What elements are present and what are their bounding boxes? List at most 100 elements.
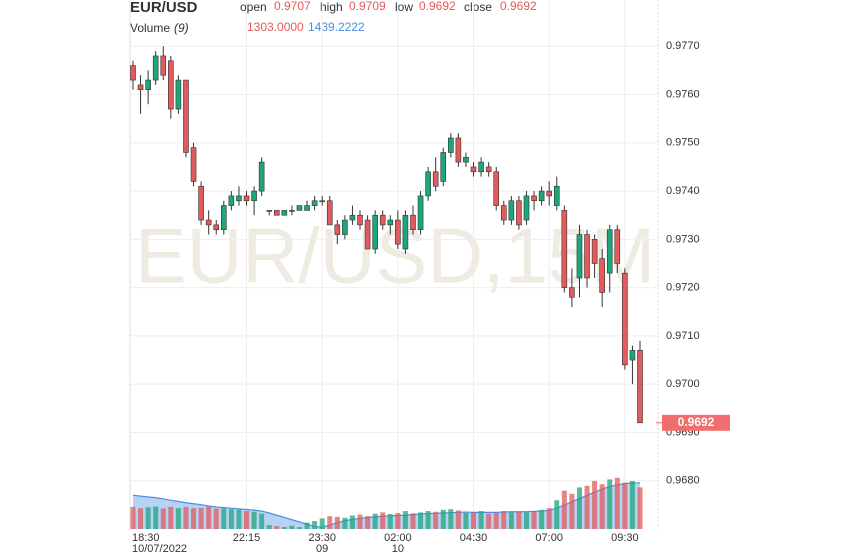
candle-body xyxy=(584,234,590,279)
volume-bar xyxy=(228,509,234,529)
candle-body xyxy=(561,210,568,288)
header-field-label: open xyxy=(240,0,267,14)
volume-bar xyxy=(130,506,136,529)
candle-body xyxy=(629,350,636,361)
candle-body xyxy=(198,185,204,221)
header-field-value: 0.9709 xyxy=(349,0,386,13)
volume-bar xyxy=(281,527,287,529)
candle-body xyxy=(531,195,537,202)
volume-bar xyxy=(138,508,144,529)
candle-body xyxy=(296,205,303,211)
volume-bar xyxy=(418,512,424,529)
volume-bar xyxy=(471,512,477,529)
volume-bar xyxy=(539,509,545,529)
candle-body xyxy=(357,214,363,226)
candle-body xyxy=(168,60,174,110)
candle-body xyxy=(500,205,507,221)
x-tick-label: 07:00 xyxy=(535,532,563,544)
candle-body xyxy=(266,210,273,212)
candle-body xyxy=(213,224,220,231)
candle-body xyxy=(221,205,227,231)
header-field-value: 0.9692 xyxy=(500,0,537,13)
header-field-label: close xyxy=(464,0,492,14)
candle-body xyxy=(538,190,545,202)
volume-bar xyxy=(395,513,401,529)
volume-bar xyxy=(433,511,439,529)
volume-bar xyxy=(266,525,272,529)
y-tick-label: 0.9730 xyxy=(666,233,700,245)
candle-body xyxy=(395,219,401,245)
volume-bar xyxy=(274,526,280,529)
last-price-label: 0.9692 xyxy=(678,415,715,429)
volume-bar xyxy=(584,485,590,529)
candle-body xyxy=(523,195,530,221)
volume-bar xyxy=(493,513,499,529)
candle-body xyxy=(311,200,318,206)
candle-body xyxy=(637,350,643,424)
volume-bar xyxy=(561,490,567,529)
volume-bar xyxy=(402,511,408,529)
volume-bar xyxy=(213,508,219,529)
volume-bar xyxy=(622,482,628,529)
candle-body xyxy=(425,171,431,197)
volume-bar xyxy=(244,511,250,529)
candle-body xyxy=(326,200,333,226)
volume-bar xyxy=(206,506,212,529)
volume-period: (9) xyxy=(174,21,189,35)
candle-body xyxy=(273,210,280,216)
volume-bar xyxy=(251,511,257,529)
volume-bar xyxy=(221,508,227,529)
candle-body xyxy=(493,171,500,206)
volume-ma-value: 1439.2222 xyxy=(308,20,365,34)
volume-bar xyxy=(259,513,265,529)
volume-bar xyxy=(592,481,598,529)
volume-bar xyxy=(334,516,340,529)
candle-body xyxy=(508,200,515,221)
volume-bar xyxy=(508,512,514,529)
volume-bar xyxy=(175,508,181,529)
volume-bar xyxy=(191,508,197,529)
y-tick-label: 0.9750 xyxy=(666,137,700,149)
volume-bar xyxy=(296,527,302,529)
volume-bar xyxy=(319,518,325,529)
header-field-label: high xyxy=(320,0,343,14)
candle-body xyxy=(455,137,462,163)
y-tick-label: 0.9680 xyxy=(666,475,700,487)
volume-bar xyxy=(153,506,159,529)
volume-bar xyxy=(546,508,552,529)
candle-body xyxy=(485,166,492,173)
candle-body xyxy=(281,210,288,216)
volume-bar xyxy=(501,511,507,529)
candle-body xyxy=(145,79,151,91)
volume-bar xyxy=(531,511,537,529)
header-field-label: low xyxy=(395,0,413,14)
volume-bar xyxy=(448,509,454,529)
volume-bar xyxy=(365,516,371,529)
candle-body xyxy=(130,65,136,81)
x-tick-label: 18:30 xyxy=(132,532,160,544)
x-tick-sublabel: 10 xyxy=(392,543,404,555)
candle-body xyxy=(243,195,250,202)
candle-body xyxy=(591,239,598,264)
candle-body xyxy=(614,229,621,264)
candle-body xyxy=(342,219,348,235)
volume-bar xyxy=(523,512,529,529)
candle-body xyxy=(440,152,447,182)
candle-body xyxy=(319,200,325,203)
candle-body xyxy=(349,214,356,221)
volume-bar xyxy=(380,512,386,529)
candle-body xyxy=(387,219,394,226)
candle-body xyxy=(448,137,454,153)
candle-body xyxy=(470,166,477,173)
volume-bar xyxy=(168,506,174,529)
x-tick-label: 23:30 xyxy=(308,532,336,544)
volume-bar xyxy=(576,487,582,529)
candle-body xyxy=(364,219,371,250)
volume-bar xyxy=(387,513,393,529)
volume-bar xyxy=(289,525,295,529)
candle-body xyxy=(606,229,613,274)
y-tick-label: 0.9740 xyxy=(666,185,700,197)
y-tick-label: 0.9760 xyxy=(666,88,700,100)
volume-bar xyxy=(478,511,484,529)
